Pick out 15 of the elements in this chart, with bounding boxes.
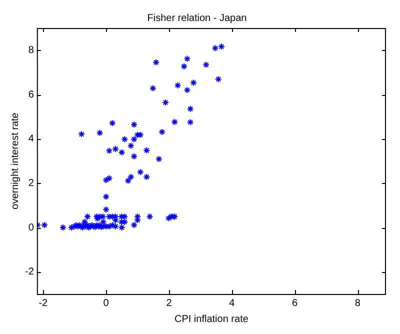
y-tick-label: 8: [28, 44, 34, 56]
y-tick-label: 6: [28, 89, 34, 100]
x-tick-label: -2: [38, 298, 48, 309]
y-tick-label: 2: [28, 178, 34, 189]
y-axis-title: overnight interest rate: [10, 112, 21, 210]
chart-title: Fisher relation - Japan: [147, 12, 247, 24]
x-tick-label: 2: [166, 298, 172, 309]
x-tick-label: 6: [292, 298, 298, 309]
y-tick-label: -2: [24, 266, 34, 278]
x-axis-title: CPI inflation rate: [174, 314, 249, 325]
x-tick-label: 0: [103, 298, 110, 309]
y-tick-label: 0: [28, 222, 34, 234]
x-tick-label: 4: [229, 298, 236, 309]
y-tick-label: 4: [28, 134, 34, 145]
x-tick-label: 8: [354, 298, 361, 309]
